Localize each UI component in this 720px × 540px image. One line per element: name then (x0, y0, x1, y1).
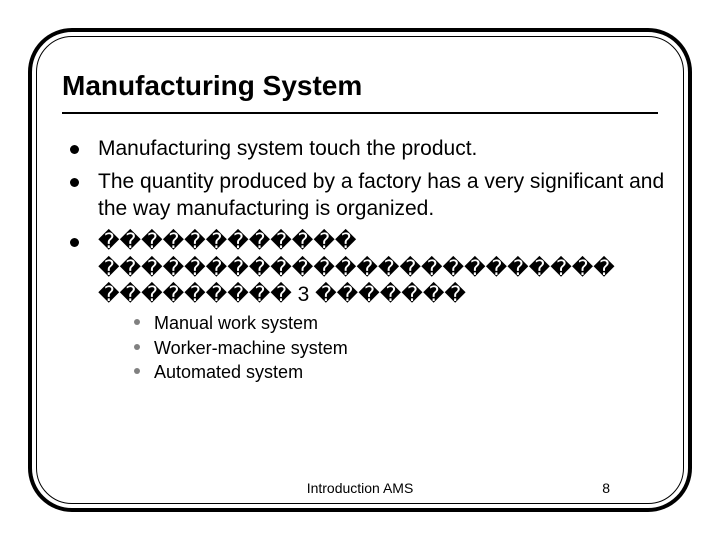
content-area: Manufacturing System Manufacturing syste… (62, 70, 672, 390)
title-rule (62, 112, 658, 114)
bullet-text: Manufacturing system touch the product. (98, 137, 477, 160)
footer-center: Introduction AMS (0, 480, 720, 496)
sub-bullet-list: Manual work system Worker-machine system… (98, 311, 672, 384)
bullet-item: Manufacturing system touch the product. (68, 136, 672, 163)
sub-bullet-text: Manual work system (154, 313, 318, 333)
sub-bullet-text: Automated system (154, 362, 303, 382)
page-number: 8 (602, 480, 610, 496)
slide-title: Manufacturing System (62, 70, 672, 102)
bullet-text: The quantity produced by a factory has a… (98, 170, 664, 220)
sub-bullet-item: Automated system (134, 360, 672, 384)
sub-bullet-item: Worker-machine system (134, 336, 672, 360)
slide: Manufacturing System Manufacturing syste… (0, 0, 720, 540)
bullet-item: ������������ ������������������������ ��… (68, 229, 672, 385)
sub-bullet-item: Manual work system (134, 311, 672, 335)
bullet-item: The quantity produced by a factory has a… (68, 169, 672, 223)
bullet-list: Manufacturing system touch the product. … (62, 136, 672, 384)
bullet-text: ������������ ������������������������ ��… (98, 230, 615, 307)
sub-bullet-text: Worker-machine system (154, 338, 348, 358)
